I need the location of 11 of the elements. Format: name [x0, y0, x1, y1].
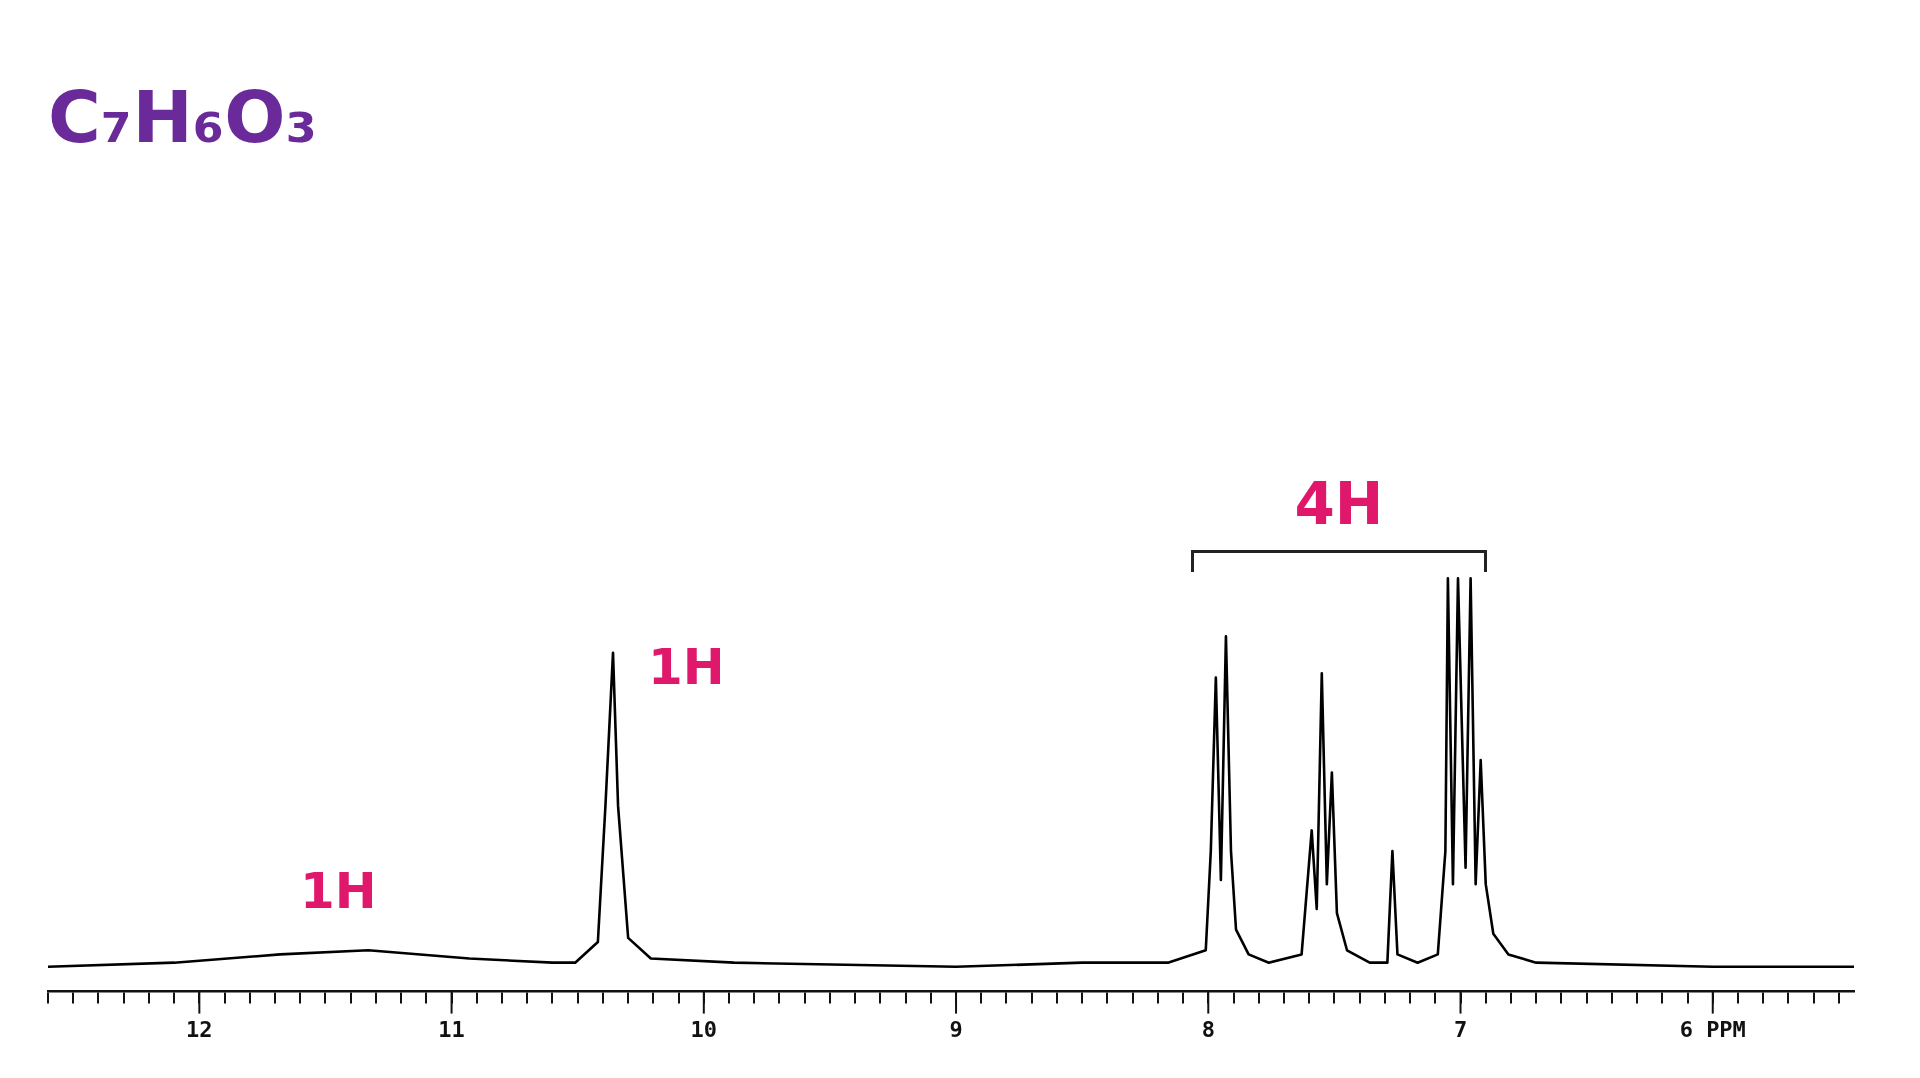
x-tick-label: 7 — [1453, 1016, 1468, 1042]
text: 4H — [1294, 470, 1384, 539]
x-tick-label: 6 PPM — [1679, 1016, 1746, 1042]
x-tick-label: 12 — [186, 1016, 213, 1042]
annotation: 1H — [648, 637, 725, 696]
x-tick-label: 8 — [1201, 1016, 1215, 1042]
x-tick-label: 9 — [949, 1016, 963, 1042]
annotation: 1H — [300, 862, 377, 921]
x-tick-label: 10 — [690, 1016, 718, 1042]
chart-title: C₇H₆O₃ — [48, 74, 317, 159]
x-tick-label: 11 — [438, 1016, 465, 1042]
